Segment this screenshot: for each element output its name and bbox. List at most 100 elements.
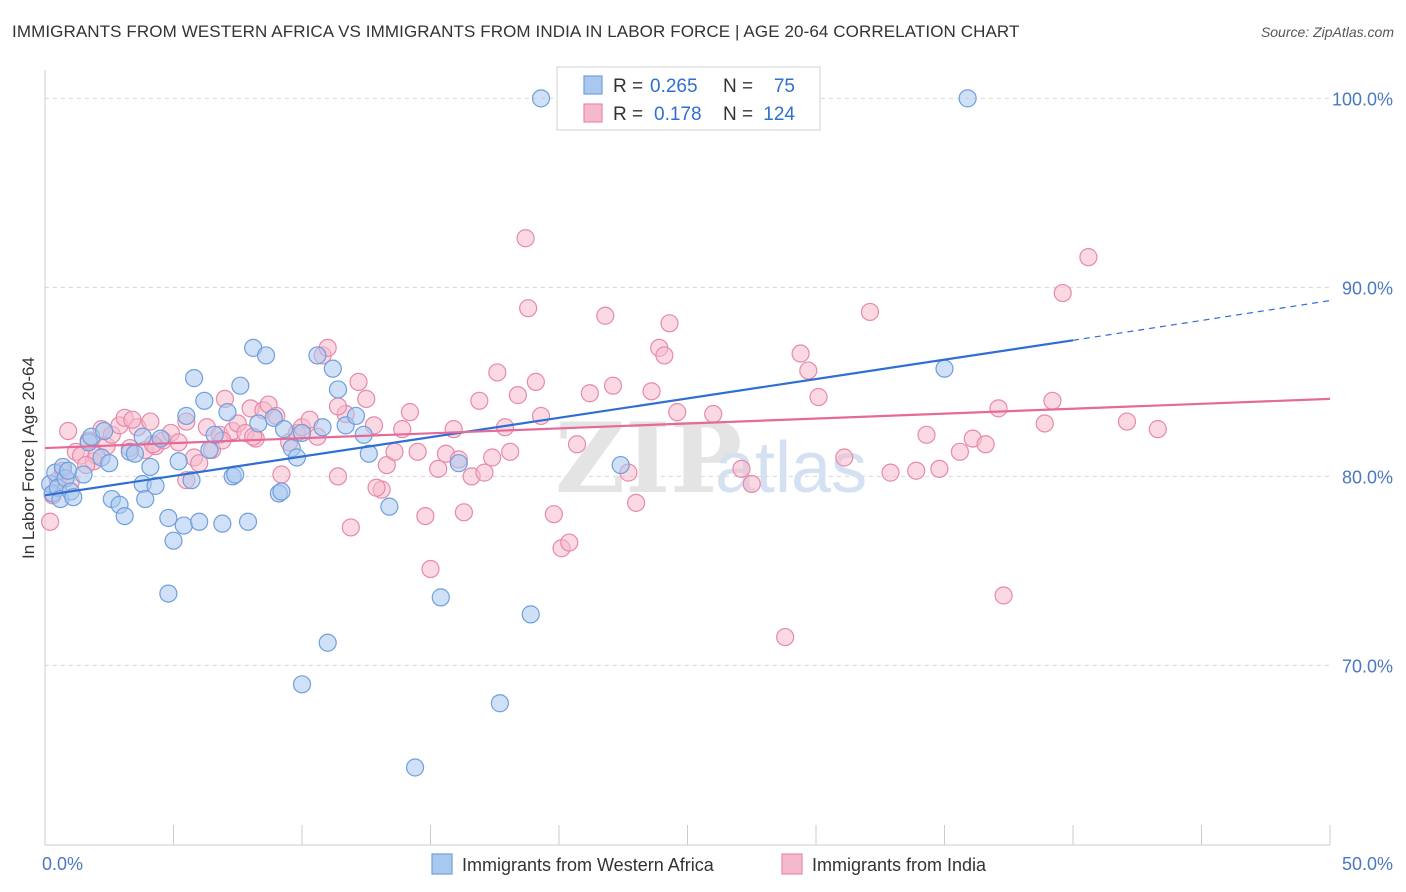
data-point-blue [74, 465, 93, 484]
legend-n-value: 124 [763, 104, 795, 125]
data-point-blue [59, 461, 78, 480]
data-point-pink [123, 410, 142, 429]
data-point-blue [141, 457, 160, 477]
data-point-blue [531, 89, 551, 108]
data-point-blue [231, 376, 250, 395]
data-point-blue [184, 369, 204, 388]
x-tick-label: 0.0% [42, 854, 83, 874]
y-axis-label: In Labor Force | Age 20-64 [19, 357, 38, 559]
data-point-blue [313, 418, 332, 437]
data-point-pink [881, 463, 900, 482]
data-point-blue [318, 633, 337, 652]
data-point-blue [136, 489, 155, 509]
data-point-pink [429, 459, 448, 478]
data-point-pink [328, 467, 348, 486]
tick-labels: 100.0% 90.0% 80.0% 70.0% 0.0% 50.0% [42, 89, 1393, 874]
top-legend: R = 0.265 N = 75 R = 0.178 N = 124 [556, 66, 821, 131]
data-point-blue [125, 444, 145, 463]
data-point-pink [141, 412, 160, 431]
data-point-pink [791, 344, 810, 363]
data-point-pink [1148, 420, 1167, 439]
legend-swatch-pink [583, 103, 603, 123]
data-point-pink [421, 559, 440, 579]
data-point-pink [488, 363, 507, 382]
data-point-pink [519, 299, 538, 318]
data-point-blue [174, 516, 193, 535]
axis-layer [44, 70, 1331, 846]
data-point-pink [1079, 248, 1098, 267]
data-point-blue [346, 406, 366, 426]
data-point-blue [169, 452, 188, 471]
data-point-pink [328, 397, 348, 416]
data-point-pink [341, 518, 360, 537]
data-point-blue [249, 414, 268, 433]
data-point-blue [205, 425, 224, 444]
bottom-legend-swatch-pink [781, 853, 803, 875]
data-point-pink [626, 493, 646, 512]
data-point-blue [146, 476, 165, 495]
data-point-pink [501, 442, 520, 461]
legend-swatch-blue [583, 75, 603, 95]
bottom-legend-swatch-blue [431, 853, 453, 875]
data-point-blue [958, 89, 977, 108]
data-point-blue [115, 506, 134, 526]
data-point-blue [133, 427, 152, 446]
data-point-pink [357, 389, 376, 409]
data-point-blue [611, 455, 630, 475]
data-point-blue [328, 380, 348, 399]
data-point-blue [935, 359, 954, 378]
data-point-blue [264, 408, 283, 427]
data-point-blue [323, 359, 342, 378]
y-tick-label: 90.0% [1342, 278, 1393, 298]
watermark: ZIP atlas [555, 402, 867, 515]
data-point-blue [238, 512, 258, 531]
data-point-pink [526, 372, 545, 391]
data-point-blue [359, 444, 378, 463]
data-point-pink [41, 512, 60, 531]
data-point-pink [603, 376, 623, 395]
data-point-pink [989, 399, 1008, 418]
data-point-pink [917, 425, 936, 444]
y-tick-label: 80.0% [1342, 467, 1393, 487]
data-point-pink [483, 448, 502, 467]
data-point-blue [431, 588, 450, 607]
data-point-pink [560, 533, 579, 552]
bottom-legend-label-india: Immigrants from India [812, 855, 987, 875]
data-point-pink [642, 382, 661, 401]
data-point-blue [405, 758, 425, 777]
data-point-pink [742, 474, 761, 494]
data-point-blue [490, 694, 509, 713]
chart-source: Source: ZipAtlas.com [1260, 24, 1394, 40]
data-point-blue [274, 420, 294, 439]
data-point-pink [994, 586, 1013, 605]
legend-n-label: N = [723, 104, 753, 125]
data-point-pink [1117, 412, 1137, 431]
data-point-blue [64, 488, 83, 507]
data-point-pink [799, 361, 818, 380]
data-point-pink [544, 505, 563, 524]
data-point-blue [521, 605, 540, 624]
data-point-pink [59, 421, 78, 441]
data-point-pink [950, 442, 970, 461]
bottom-legend-label-western-africa: Immigrants from Western Africa [462, 855, 715, 875]
y-tick-label: 70.0% [1342, 656, 1393, 676]
data-point-blue [182, 471, 201, 490]
data-point-blue [95, 421, 114, 441]
data-point-pink [907, 461, 926, 480]
data-point-blue [449, 454, 468, 473]
data-point-pink [704, 404, 723, 424]
data-point-blue [200, 440, 219, 460]
data-point-pink [416, 506, 435, 526]
trend-layer [44, 300, 1331, 497]
x-tick-label: 50.0% [1342, 854, 1393, 874]
data-point-pink [567, 435, 587, 454]
legend-r-label: R = [613, 104, 643, 125]
data-point-blue [272, 482, 291, 501]
trend-line-pink [44, 397, 1331, 450]
data-point-pink [835, 448, 854, 467]
trend-line-blue [44, 339, 1074, 497]
data-point-blue [292, 675, 312, 694]
data-point-pink [470, 391, 489, 410]
data-point-blue [164, 531, 183, 550]
